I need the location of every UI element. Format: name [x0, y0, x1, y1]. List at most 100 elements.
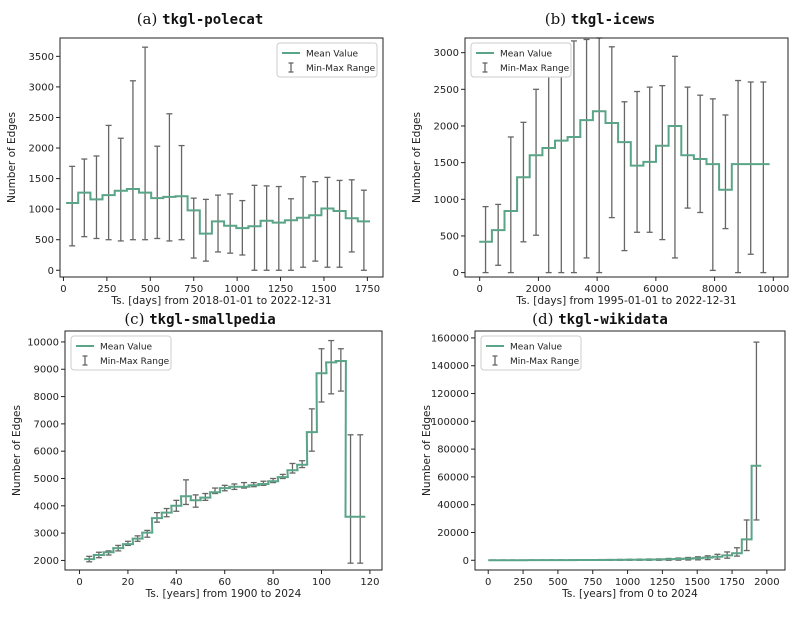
error-bar [251, 184, 258, 271]
y-tick-label: 1000 [29, 205, 54, 216]
x-axis-label: Ts. [years] from 1900 to 2024 [145, 588, 302, 600]
mean-value-step-line [66, 188, 370, 235]
chart-panel-c: (c) tkgl-smallpedia 0 20 40 60 80 100 120 2000 3… [0, 308, 400, 617]
y-tick-label: 6000 [34, 447, 59, 458]
x-tick-label: 100 [312, 577, 331, 588]
x-tick-label: 1000 [615, 577, 640, 588]
error-bar [202, 198, 209, 262]
error-bar [697, 94, 704, 214]
error-bar [520, 121, 527, 243]
error-bar [144, 529, 151, 538]
error-bar [558, 52, 565, 274]
error-bar [275, 185, 282, 271]
legend-box [470, 42, 572, 78]
error-bar [608, 46, 615, 219]
legend-label-mean: Mean Value [510, 343, 563, 353]
legend-label-mean: Mean Value [306, 50, 359, 60]
error-bar [81, 158, 88, 238]
panel-title-text: tkgl-smallpedia [149, 312, 276, 328]
y-tick-label: 0 [463, 556, 469, 567]
x-tick-label: 6000 [643, 284, 668, 295]
error-bar [634, 90, 641, 233]
x-tick-label: 1500 [311, 284, 336, 295]
panel-label: (d) [532, 310, 554, 328]
error-bar [312, 180, 319, 262]
error-bar [308, 408, 315, 452]
error-bar [69, 165, 76, 247]
chart-panel-b: (b) tkgl-icews 0 2000 4000 6000 8000 10000 0 50… [400, 0, 800, 308]
error-bar [105, 124, 112, 241]
x-tick-label: 2000 [526, 284, 551, 295]
panel-label: (c) [124, 310, 145, 328]
x-tick-label: 0 [485, 577, 491, 588]
y-tick-label: 500 [35, 235, 54, 246]
error-bar [646, 86, 653, 233]
legend-label-range: Min-Max Range [500, 64, 570, 74]
legend-label-range: Min-Max Range [510, 357, 580, 367]
y-tick-label: 500 [440, 231, 459, 242]
error-bar [337, 348, 344, 392]
y-tick-label: 100000 [431, 417, 469, 428]
y-tick-label: 7000 [34, 419, 59, 430]
x-tick-label: 8000 [702, 284, 727, 295]
panel-label: (a) [136, 10, 158, 28]
legend-box [70, 335, 172, 371]
y-tick-label: 3000 [434, 48, 459, 59]
x-tick-label: 80 [267, 577, 280, 588]
chart-title-b: (b) tkgl-icews [400, 10, 800, 28]
error-bar [621, 101, 628, 252]
panel-label: (b) [544, 10, 567, 28]
x-tick-label: 2000 [754, 577, 779, 588]
x-axis-label: Ts. [days] from 2018-01-01 to 2022-12-31 [110, 295, 331, 307]
error-bar [709, 98, 716, 272]
error-bar [507, 136, 514, 274]
y-tick-label: 2000 [34, 556, 59, 567]
plot-frame [464, 37, 789, 278]
error-bar [166, 113, 173, 242]
error-bar [735, 79, 742, 274]
error-bar [533, 88, 540, 236]
legend: Mean Value Min-Max Range [470, 42, 572, 78]
chart-svg-c: 0 20 40 60 80 100 120 2000 3000 4000 5000 6000 7000 8… [11, 330, 383, 600]
y-tick-label: 140000 [431, 361, 469, 372]
error-bar [142, 46, 149, 241]
panel-title-text: tkgl-icews [570, 12, 656, 28]
error-bar [671, 55, 678, 259]
x-tick-label: 500 [548, 577, 567, 588]
y-tick-label: 9000 [34, 365, 59, 376]
y-axis-label: Number of Edges [6, 112, 18, 203]
error-bar [495, 203, 502, 266]
x-tick-label: 0 [76, 577, 82, 588]
y-tick-label: 1000 [434, 195, 459, 206]
legend: Mean Value Min-Max Range [276, 42, 378, 78]
x-tick-label: 250 [514, 577, 533, 588]
error-bar [348, 179, 355, 253]
x-axis-label: Ts. [days] from 1995-01-01 to 2022-12-31 [515, 295, 736, 307]
error-bar [482, 205, 489, 274]
x-tick-label: 40 [170, 577, 183, 588]
x-tick-label: 500 [141, 284, 160, 295]
x-tick-label: 0 [60, 284, 66, 295]
error-bar [747, 81, 754, 255]
y-tick-label: 2500 [434, 85, 459, 96]
error-bar [684, 86, 691, 209]
error-bar [733, 547, 740, 557]
panel-title-text: tkgl-wikidata [558, 312, 668, 328]
y-tick-label: 0 [453, 268, 459, 279]
legend-label-mean: Mean Value [500, 50, 553, 60]
error-bar [215, 194, 222, 253]
panel-title-text: tkgl-polecat [162, 12, 264, 28]
y-tick-label: 60000 [437, 472, 469, 483]
y-axis-label: Number of Edges [411, 112, 423, 203]
x-tick-label: 4000 [584, 284, 609, 295]
legend: Mean Value Min-Max Range [70, 335, 172, 371]
error-bar [300, 176, 307, 268]
chart-title-c: (c) tkgl-smallpedia [0, 310, 400, 328]
x-tick-label: 1500 [684, 577, 709, 588]
chart-svg-a: 0 250 500 750 1000 1250 1500 1750 0 500 1000 1500 20… [6, 37, 384, 307]
error-bar [154, 145, 161, 240]
y-tick-label: 8000 [34, 392, 59, 403]
y-tick-label: 4000 [34, 501, 59, 512]
error-bar [190, 197, 197, 259]
error-bar [583, 38, 590, 259]
